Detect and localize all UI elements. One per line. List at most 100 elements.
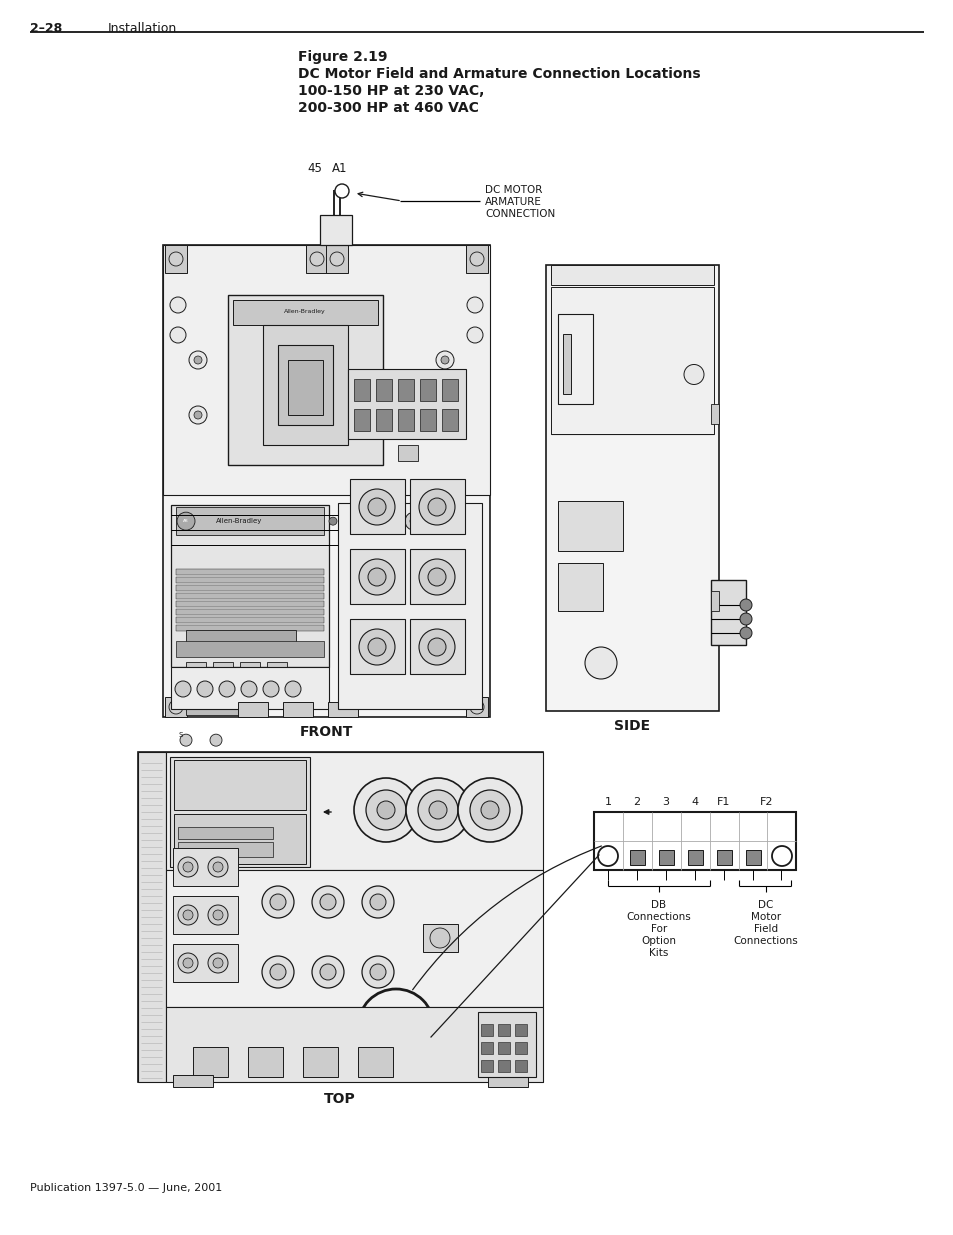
Bar xyxy=(551,266,713,285)
Text: AB: AB xyxy=(183,519,189,524)
Bar xyxy=(263,325,348,445)
Circle shape xyxy=(467,327,482,343)
Bar xyxy=(488,1074,527,1087)
Text: Kits: Kits xyxy=(649,948,668,958)
Bar xyxy=(441,379,457,401)
Bar xyxy=(515,1042,526,1053)
Circle shape xyxy=(213,862,223,872)
Bar xyxy=(306,245,328,273)
Text: Installation: Installation xyxy=(108,22,177,35)
Circle shape xyxy=(178,857,198,877)
Bar xyxy=(171,667,329,709)
Bar xyxy=(171,505,329,667)
Circle shape xyxy=(169,700,183,714)
Circle shape xyxy=(740,627,751,638)
Bar xyxy=(170,757,310,867)
Text: Field: Field xyxy=(753,924,778,934)
Circle shape xyxy=(178,953,198,973)
Circle shape xyxy=(219,680,234,697)
Circle shape xyxy=(436,406,454,424)
Text: DB: DB xyxy=(651,900,666,910)
Circle shape xyxy=(359,508,366,513)
Text: DC: DC xyxy=(758,900,773,910)
Bar xyxy=(237,701,268,718)
Bar xyxy=(166,869,542,1007)
Text: Figure 2.19: Figure 2.19 xyxy=(297,49,387,64)
Circle shape xyxy=(683,364,703,384)
Bar xyxy=(380,1019,386,1035)
Circle shape xyxy=(189,406,207,424)
Bar xyxy=(350,619,405,674)
Bar xyxy=(409,1019,414,1035)
Bar xyxy=(350,550,405,604)
Text: S: S xyxy=(179,732,183,739)
Circle shape xyxy=(457,778,521,842)
Bar xyxy=(166,1007,542,1082)
Bar xyxy=(178,842,273,857)
Bar xyxy=(267,662,287,680)
Bar xyxy=(388,1019,393,1035)
Circle shape xyxy=(358,489,395,525)
Circle shape xyxy=(335,184,349,198)
Text: F2: F2 xyxy=(760,797,773,806)
Circle shape xyxy=(208,857,228,877)
Circle shape xyxy=(771,846,791,866)
Bar xyxy=(138,752,166,1082)
Bar xyxy=(629,850,644,864)
Bar xyxy=(497,1024,510,1036)
Circle shape xyxy=(470,790,510,830)
Bar xyxy=(173,814,306,864)
Circle shape xyxy=(436,351,454,369)
Circle shape xyxy=(436,517,444,525)
Bar xyxy=(175,618,324,624)
Circle shape xyxy=(310,252,324,266)
Circle shape xyxy=(432,513,450,530)
Circle shape xyxy=(183,862,193,872)
Circle shape xyxy=(470,252,483,266)
Bar xyxy=(213,662,233,680)
Bar xyxy=(175,625,324,631)
Bar xyxy=(175,569,324,576)
Bar xyxy=(419,409,436,431)
Bar xyxy=(416,1019,420,1035)
Circle shape xyxy=(366,790,406,830)
Bar xyxy=(172,897,237,934)
Circle shape xyxy=(430,927,450,948)
Bar xyxy=(319,215,352,245)
Bar xyxy=(357,1047,393,1077)
Circle shape xyxy=(377,513,395,530)
Bar xyxy=(397,409,414,431)
Bar xyxy=(277,345,333,425)
Circle shape xyxy=(280,537,286,543)
Circle shape xyxy=(351,513,369,530)
Circle shape xyxy=(428,498,446,516)
Text: 2–28: 2–28 xyxy=(30,22,62,35)
Bar xyxy=(497,1060,510,1072)
Text: SIDE: SIDE xyxy=(614,719,649,734)
Bar xyxy=(397,379,414,401)
Circle shape xyxy=(208,953,228,973)
Circle shape xyxy=(361,885,394,918)
Bar xyxy=(515,1024,526,1036)
Bar xyxy=(288,359,323,415)
Text: FRONT: FRONT xyxy=(299,725,353,739)
Bar xyxy=(497,1042,510,1053)
Circle shape xyxy=(263,680,278,697)
Text: CONNECTION: CONNECTION xyxy=(484,209,555,219)
Circle shape xyxy=(740,613,751,625)
Circle shape xyxy=(376,802,395,819)
Bar xyxy=(186,662,206,680)
Circle shape xyxy=(584,647,617,679)
Bar xyxy=(175,508,324,535)
Circle shape xyxy=(329,517,336,525)
Bar xyxy=(745,850,760,864)
Bar xyxy=(515,1060,526,1072)
Bar xyxy=(480,1060,493,1072)
Circle shape xyxy=(177,513,194,530)
Circle shape xyxy=(428,638,446,656)
Text: Option: Option xyxy=(640,936,676,946)
Text: Allen-Bradley: Allen-Bradley xyxy=(215,519,262,524)
Bar xyxy=(175,577,324,583)
Circle shape xyxy=(359,537,366,543)
Circle shape xyxy=(270,965,286,981)
